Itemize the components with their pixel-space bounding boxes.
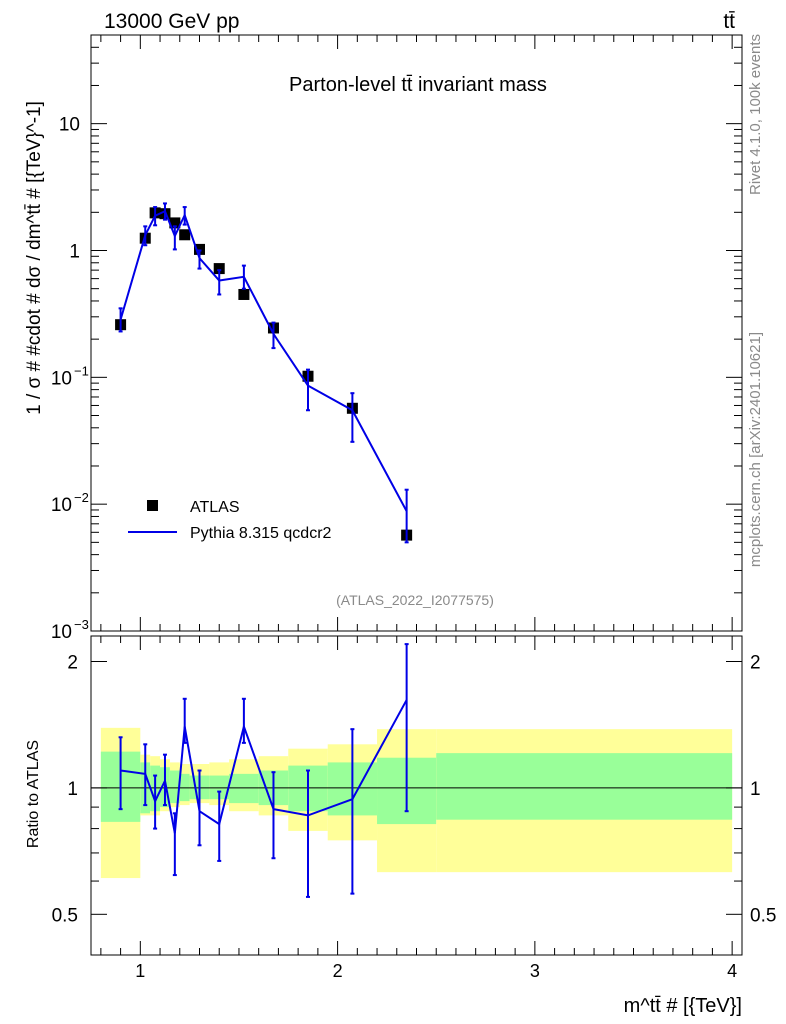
mcplots-label: mcplots.cern.ch [arXiv:2401.10621]	[747, 332, 764, 567]
y-tick-label: 10	[59, 115, 80, 136]
x-axis-label: m^tt̄ # [{TeV}]	[624, 995, 742, 1017]
legend-label-pythia: Pythia 8.315 qcdcr2	[190, 525, 332, 542]
atlas-marker	[169, 217, 181, 229]
band-inner	[229, 773, 259, 804]
y-tick-label: 1	[69, 241, 80, 262]
x-tick-label: 4	[727, 961, 737, 981]
main-series	[115, 202, 413, 544]
atlas-marker	[238, 288, 250, 300]
ratio-tick-label-left: 2	[67, 652, 78, 673]
y-axis-label: 1 / σ # #cdot # dσ / dm^tt̄ # [{TeV}^-1]	[24, 101, 45, 415]
chart-title: Parton-level tt̄ invariant mass	[289, 74, 547, 96]
legend-label-atlas: ATLAS	[190, 499, 240, 516]
y-tick-label: 10	[51, 368, 72, 389]
ratio-tick-label-left: 1	[67, 779, 78, 800]
ratio-axis-label: Ratio to ATLAS	[25, 740, 42, 848]
y-tick-label: 10	[51, 622, 72, 643]
analysis-label: (ATLAS_2022_I2077575)	[336, 592, 494, 608]
atlas-marker	[213, 263, 225, 275]
ratio-bands	[100, 727, 733, 879]
main-frame	[90, 34, 743, 632]
rivet-label: Rivet 4.1.0, 100k events	[747, 34, 764, 195]
ratio-tick-label-right: 0.5	[750, 905, 776, 926]
band-inner	[169, 770, 180, 804]
ratio-frame	[90, 635, 743, 956]
ratio-series	[118, 643, 409, 898]
ratio-tick-label-right: 2	[750, 652, 761, 673]
y-tick-exponent: −2	[74, 490, 89, 505]
ratio-tick-label-left: 0.5	[52, 905, 78, 926]
pythia-line	[119, 209, 408, 512]
header-right: tt̄	[723, 10, 735, 33]
x-tick-label: 2	[333, 961, 343, 981]
legend: ATLAS Pythia 8.315 qcdcr2	[128, 499, 332, 542]
band-inner	[436, 753, 733, 820]
y-tick-exponent: −3	[74, 617, 89, 632]
legend-marker-atlas	[147, 500, 158, 511]
y-tick-exponent: −1	[74, 363, 89, 378]
x-tick-label: 1	[135, 961, 145, 981]
atlas-marker	[194, 243, 205, 255]
ratio-line	[120, 699, 408, 834]
ratio-tick-label-right: 1	[750, 779, 761, 800]
atlas-marker	[179, 229, 191, 241]
x-tick-label: 3	[530, 961, 540, 981]
y-tick-label: 10	[51, 495, 72, 516]
header-left: 13000 GeV pp	[104, 10, 239, 33]
band-inner	[209, 775, 230, 800]
